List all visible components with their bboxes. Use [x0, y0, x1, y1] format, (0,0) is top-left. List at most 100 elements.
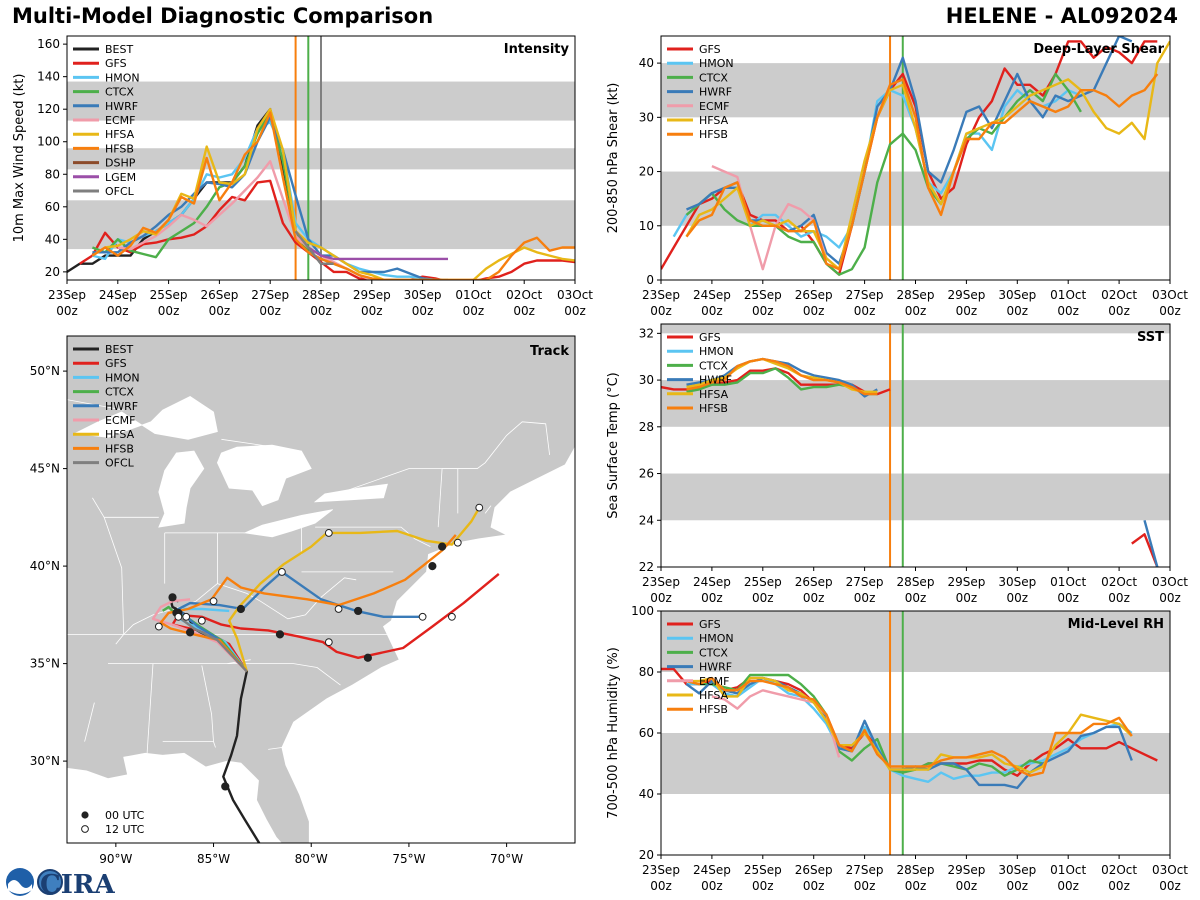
legend-label-hfsa: HFSA [699, 689, 729, 702]
x-tick-label: 00z [1057, 591, 1079, 605]
marker-00utc [236, 604, 245, 614]
x-tick-label: 25Sep [744, 288, 782, 302]
x-tick-label: 00z [752, 591, 774, 605]
y-tick-label: 140 [37, 70, 60, 84]
legend-label-ecmf: ECMF [699, 675, 729, 688]
lon-tick-label: 85°W [197, 852, 230, 866]
x-tick-label: 24Sep [99, 288, 137, 302]
legend-label-gfs: GFS [699, 43, 721, 56]
x-tick-label: 01Oct [1050, 575, 1086, 589]
legend-label-gfs: GFS [105, 357, 127, 370]
marker-00utc [438, 542, 447, 551]
y-tick-label: 120 [37, 102, 60, 116]
x-tick-label: 00z [513, 304, 535, 318]
series-group [661, 357, 1159, 567]
marker-00utc [275, 630, 285, 639]
lat-tick-label: 30°N [30, 754, 60, 768]
legend-label-ctcx: CTCX [699, 359, 728, 372]
x-tick-label: 01Oct [455, 288, 491, 302]
panel-shear: 0 10 20 30 40 23Sep 00z 24Sep 00z 25Sep 00z 26Sep 00… [606, 35, 1188, 318]
marker-12utc [475, 503, 484, 512]
border-21 [67, 399, 124, 411]
x-tick-label: 28Sep [897, 288, 935, 302]
x-tick-label: 00z [1007, 591, 1029, 605]
x-tick-label: 00z [1159, 591, 1181, 605]
legend-label-hfsa: HFSA [699, 388, 729, 401]
border-24 [484, 505, 492, 514]
cira-logo-text: CIRA [40, 870, 115, 900]
x-tick-label: 30Sep [998, 575, 1036, 589]
x-tick-label: 00z [463, 304, 485, 318]
marker-12utc [324, 529, 333, 537]
x-tick-label: 01Oct [1050, 288, 1086, 302]
y-tick-label: 80 [639, 665, 654, 679]
legend-label-ecmf: ECMF [105, 414, 135, 427]
marker-12utc [154, 622, 163, 631]
border-16 [92, 497, 105, 518]
legend-label-hfsb: HFSB [105, 442, 134, 455]
x-tick-label: 02Oct [506, 288, 542, 302]
y-tick-label: 24 [639, 513, 654, 527]
x-tick-label: 00z [1108, 591, 1130, 605]
marker-12utc [278, 568, 286, 576]
x-tick-label: 00z [412, 304, 434, 318]
lon-tick-label: 70°W [490, 852, 523, 866]
legend-label-hmon: HMON [699, 57, 734, 70]
marker-12utc [182, 612, 191, 621]
legend-label-gfs: GFS [699, 331, 721, 344]
x-tick-label: 03Oct [557, 288, 593, 302]
border-8 [84, 702, 95, 742]
y-tick-label: 20 [45, 265, 60, 279]
storm-id: HELENE - AL092024 [945, 4, 1178, 28]
x-tick-label: 00z [1057, 304, 1079, 318]
series-hfsa [91, 108, 575, 280]
x-tick-label: 28Sep [897, 863, 935, 877]
x-tick-label: 00z [701, 879, 723, 893]
legend-label-gfs: GFS [105, 57, 127, 70]
series-hfsb [686, 357, 878, 396]
legend-label-ctcx: CTCX [105, 86, 134, 99]
border-18 [437, 468, 443, 528]
lon-tick-label: 90°W [99, 852, 132, 866]
y-axis-label: 700-500 hPa Humidity (%) [606, 647, 621, 819]
y-tick-label: 28 [639, 420, 654, 434]
border-25 [103, 517, 125, 645]
x-tick-label: 00z [956, 879, 978, 893]
x-tick-label: 26Sep [795, 575, 833, 589]
x-tick-label: 00z [1108, 304, 1130, 318]
series-group [661, 667, 1158, 790]
x-tick-label: 23Sep [642, 863, 680, 877]
x-tick-label: 29Sep [353, 288, 391, 302]
marker-12utc [453, 538, 462, 547]
y-tick-label: 60 [45, 200, 60, 214]
x-tick-label: 00z [1159, 879, 1181, 893]
y-tick-label: 32 [639, 326, 654, 340]
x-tick-label: 00z [564, 304, 586, 318]
globe-logo-icon [37, 869, 63, 895]
band-1 [661, 611, 1170, 672]
legend-label-hwrf: HWRF [699, 374, 732, 387]
marker-00utc [363, 653, 372, 662]
y-tick-label: 0 [646, 273, 654, 287]
lake-michigan [158, 450, 205, 528]
legend-marker-12utc [81, 825, 89, 833]
x-tick-label: 29Sep [947, 288, 985, 302]
lake-erie [243, 509, 333, 538]
x-tick-label: 00z [701, 591, 723, 605]
marker-12utc [418, 612, 427, 621]
legend-label-ofcl: OFCL [105, 457, 135, 470]
legend-label-hwrf: HWRF [699, 86, 732, 99]
x-tick-label: 00z [854, 304, 876, 318]
x-tick-label: 00z [1007, 879, 1029, 893]
panel-rh: 20 40 60 80 100 23Sep 00z 24Sep 00z 25Sep 00z 26Sep… [606, 604, 1188, 893]
x-tick-label: 00z [1108, 879, 1130, 893]
legend-label-ctcx: CTCX [699, 71, 728, 84]
y-axis-label: Sea Surface Temp (°C) [606, 372, 621, 519]
panel-title: SST [1137, 330, 1164, 345]
legend-label-ofcl: OFCL [105, 185, 135, 198]
border-5 [162, 741, 216, 748]
series-group [67, 108, 575, 280]
y-tick-label: 30 [639, 373, 654, 387]
x-tick-label: 25Sep [150, 288, 188, 302]
x-tick-label: 02Oct [1101, 288, 1137, 302]
